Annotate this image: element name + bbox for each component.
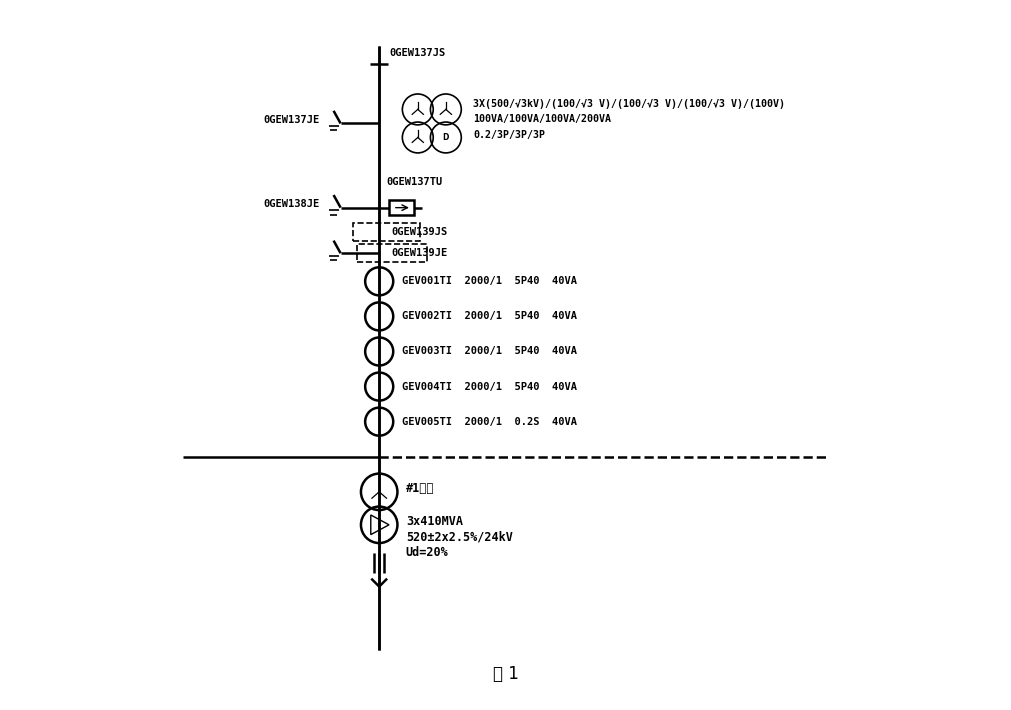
Text: 0GEW139JE: 0GEW139JE <box>392 248 448 258</box>
Text: 100VA/100VA/100VA/200VA: 100VA/100VA/100VA/200VA <box>473 114 612 124</box>
Text: GEV002TI  2000/1  5P40  40VA: GEV002TI 2000/1 5P40 40VA <box>401 312 576 322</box>
Text: 3x410MVA: 3x410MVA <box>405 515 463 528</box>
Text: 0GEW137TU: 0GEW137TU <box>386 177 443 187</box>
Bar <box>353 223 420 241</box>
Bar <box>357 244 427 263</box>
Text: D: D <box>443 133 449 142</box>
Text: 0GEW137JE: 0GEW137JE <box>264 115 319 125</box>
Bar <box>389 200 413 215</box>
Text: GEV003TI  2000/1  5P40  40VA: GEV003TI 2000/1 5P40 40VA <box>401 346 576 356</box>
Text: Ud=20%: Ud=20% <box>405 547 449 559</box>
Text: GEV005TI  2000/1  0.2S  40VA: GEV005TI 2000/1 0.2S 40VA <box>401 417 576 427</box>
Text: #1主变: #1主变 <box>405 482 435 495</box>
Text: 图 1: 图 1 <box>492 665 519 683</box>
Text: GEV004TI  2000/1  5P40  40VA: GEV004TI 2000/1 5P40 40VA <box>401 381 576 392</box>
Text: 520±2x2.5%/24kV: 520±2x2.5%/24kV <box>405 531 513 544</box>
Text: 0GEW138JE: 0GEW138JE <box>264 199 319 209</box>
Text: 3X(500/√3kV)/(100/√3 V)/(100/√3 V)/(100/√3 V)/(100V): 3X(500/√3kV)/(100/√3 V)/(100/√3 V)/(100/… <box>473 99 786 109</box>
Text: GEV001TI  2000/1  5P40  40VA: GEV001TI 2000/1 5P40 40VA <box>401 276 576 286</box>
Text: 0GEW139JS: 0GEW139JS <box>392 227 448 237</box>
Text: 0GEW137JS: 0GEW137JS <box>389 48 446 58</box>
Text: 0.2/3P/3P/3P: 0.2/3P/3P/3P <box>473 130 545 140</box>
